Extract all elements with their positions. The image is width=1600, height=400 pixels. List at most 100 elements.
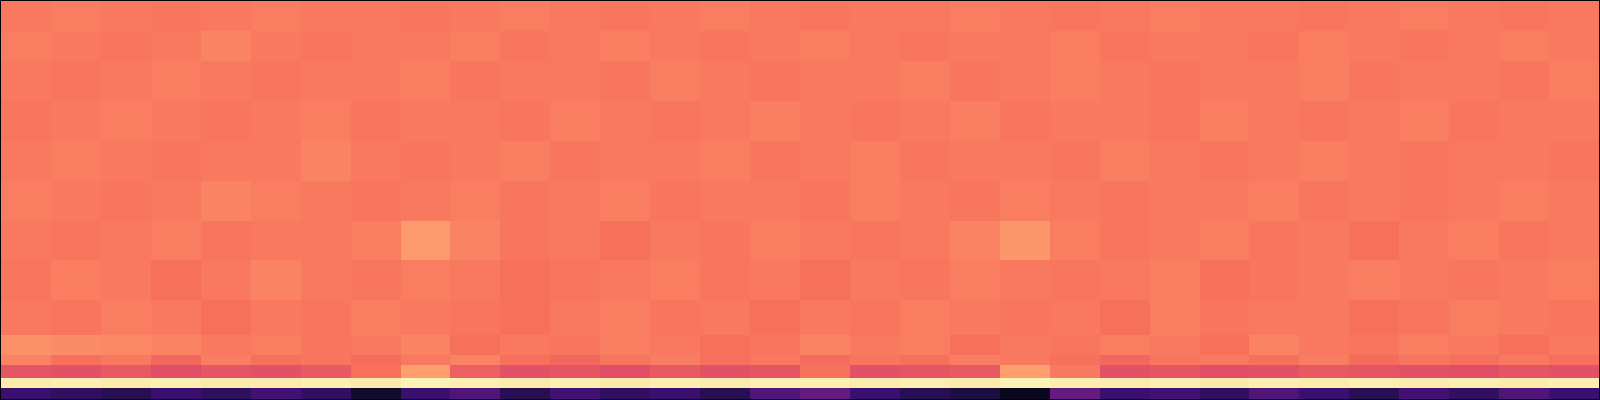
cell — [1000, 364, 1051, 378]
cell — [500, 387, 551, 399]
cell — [1100, 140, 1151, 180]
cell — [1349, 334, 1400, 355]
cell — [1150, 260, 1201, 300]
cell — [1449, 220, 1500, 260]
cell — [950, 354, 1001, 365]
cell — [1050, 220, 1101, 260]
cell — [1349, 220, 1400, 260]
cell — [550, 180, 601, 220]
cell — [500, 140, 551, 180]
cell — [700, 140, 751, 180]
cell — [1000, 180, 1051, 220]
cell — [51, 31, 102, 61]
cell — [750, 101, 801, 141]
cell — [201, 180, 252, 220]
cells — [1, 1, 1599, 399]
cell — [800, 377, 851, 388]
cell — [201, 377, 252, 388]
cell — [450, 260, 501, 300]
cell — [750, 377, 801, 388]
cell — [1150, 140, 1201, 180]
cell — [450, 364, 501, 378]
cell — [251, 220, 302, 260]
cell — [1000, 1, 1051, 31]
cell — [101, 334, 152, 355]
cell — [301, 101, 352, 141]
cell — [401, 334, 452, 355]
cell — [251, 61, 302, 101]
cell — [301, 31, 352, 61]
cell — [450, 334, 501, 355]
cell — [201, 220, 252, 260]
cell — [351, 220, 402, 260]
cell — [1050, 61, 1101, 101]
cell — [1200, 334, 1251, 355]
cell — [1299, 387, 1350, 399]
cell — [750, 260, 801, 300]
cell — [1150, 300, 1201, 335]
cell — [850, 1, 901, 31]
cell — [600, 354, 651, 365]
cell — [950, 31, 1001, 61]
cell — [151, 334, 202, 355]
cell — [1399, 364, 1450, 378]
cell — [650, 334, 701, 355]
cell — [1200, 260, 1251, 300]
cell — [1, 300, 52, 335]
cell — [1200, 101, 1251, 141]
cell — [1249, 260, 1300, 300]
cell — [700, 1, 751, 31]
cell — [750, 31, 801, 61]
cell — [1399, 354, 1450, 365]
cell — [900, 364, 951, 378]
cell — [1000, 377, 1051, 388]
cell — [1449, 354, 1500, 365]
cell — [950, 260, 1001, 300]
cell — [1349, 300, 1400, 335]
cell — [500, 31, 551, 61]
cell — [1200, 1, 1251, 31]
cell — [850, 354, 901, 365]
cell — [51, 377, 102, 388]
cell — [1150, 1, 1201, 31]
cell — [1, 334, 52, 355]
cell — [101, 1, 152, 31]
cell — [1299, 377, 1350, 388]
cell — [600, 387, 651, 399]
cell — [1050, 140, 1101, 180]
cell — [1249, 364, 1300, 378]
cell — [101, 354, 152, 365]
cell — [1349, 1, 1400, 31]
cell — [1349, 354, 1400, 365]
cell — [600, 220, 651, 260]
cell — [950, 140, 1001, 180]
cell — [850, 140, 901, 180]
cell — [201, 260, 252, 300]
cell — [1499, 387, 1550, 399]
cell — [1449, 31, 1500, 61]
cell — [1549, 61, 1599, 101]
cell — [900, 140, 951, 180]
cell — [1549, 180, 1599, 220]
cell — [900, 61, 951, 101]
cell — [1349, 364, 1400, 378]
cell — [950, 364, 1001, 378]
cell — [301, 140, 352, 180]
cell — [251, 300, 302, 335]
cell — [450, 180, 501, 220]
cell — [1050, 101, 1101, 141]
cell — [700, 220, 751, 260]
cell — [51, 260, 102, 300]
cell — [600, 300, 651, 335]
cell — [251, 31, 302, 61]
cell — [800, 300, 851, 335]
cell — [1000, 140, 1051, 180]
cell — [1249, 140, 1300, 180]
cell — [650, 180, 701, 220]
cell — [850, 180, 901, 220]
cell — [1249, 387, 1300, 399]
cell — [450, 387, 501, 399]
cell — [1349, 180, 1400, 220]
cell — [550, 31, 601, 61]
cell — [1499, 101, 1550, 141]
